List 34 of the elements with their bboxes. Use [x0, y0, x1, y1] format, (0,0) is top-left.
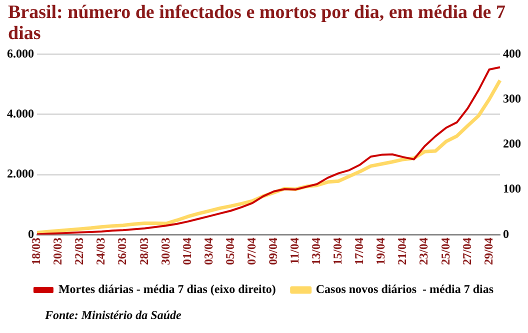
y2-tick-label: 400	[503, 46, 521, 60]
x-tick-label: 18/03	[29, 238, 44, 266]
x-tick-label: 21/04	[395, 238, 410, 266]
x-tick-label: 24/03	[94, 238, 108, 266]
y2-tick-label: 300	[503, 91, 521, 106]
x-tick-label: 15/04	[330, 238, 345, 266]
x-tick-label: 09/04	[266, 238, 280, 266]
x-tick-label: 03/04	[201, 238, 216, 266]
x-tick-label: 22/03	[72, 238, 86, 266]
x-tick-label: 28/03	[136, 238, 151, 266]
x-tick-label: 17/04	[352, 238, 366, 266]
chart-title: Brasil: número de infectados e mortos por dia, em média de 7 dias	[7, 1, 506, 44]
x-tick-label: 20/03	[50, 238, 65, 266]
y2-tick-label: 0	[503, 226, 509, 241]
y2-tick-label: 200	[503, 136, 521, 151]
x-tick-label: 27/04	[460, 238, 474, 266]
legend-label: Casos novos diários - média 7 dias	[316, 282, 494, 296]
x-tick-label: 07/04	[244, 238, 258, 266]
y-tick-label: 6.000	[7, 46, 34, 60]
x-tick-label: 25/04	[438, 238, 452, 266]
y2-tick-label: 100	[503, 182, 521, 196]
y-tick-label: 2.000	[7, 166, 34, 181]
x-tick-label: 13/04	[309, 238, 324, 266]
y-tick-label: 4.000	[7, 106, 34, 120]
x-tick-label: 01/04	[180, 238, 194, 266]
x-tick-label: 05/04	[222, 238, 237, 266]
legend-label: Mortes diárias - média 7 dias (eixo direito)	[58, 282, 276, 296]
x-tick-label: 11/04	[288, 238, 302, 264]
x-tick-label: 19/04	[374, 238, 388, 266]
x-tick-label: 30/03	[158, 238, 172, 266]
x-tick-label: 26/03	[115, 238, 130, 266]
x-tick-label: 23/04	[416, 238, 431, 266]
x-tick-label: 29/04	[481, 238, 496, 266]
source-note: Fonte: Ministério da Saúde	[44, 308, 182, 323]
